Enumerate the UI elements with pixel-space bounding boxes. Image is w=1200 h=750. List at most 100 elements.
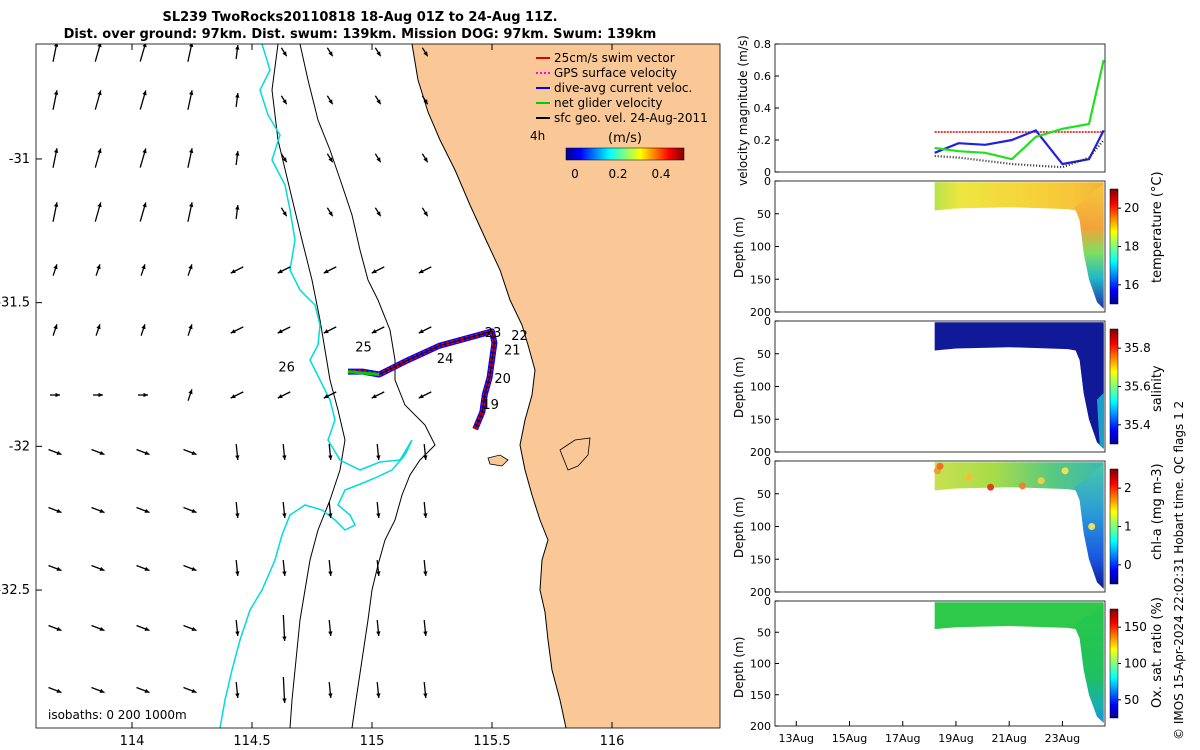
geo-vector [280, 207, 288, 217]
geo-vector [235, 150, 240, 166]
plot-title: SL239 TwoRocks20110818 18-Aug 01Z to 24-… [162, 10, 558, 25]
geo-vector-head [56, 688, 62, 693]
geo-vector [374, 47, 382, 57]
geo-vector-head [328, 631, 333, 636]
velocity-frame [774, 43, 1106, 173]
geo-vector-head [376, 455, 381, 460]
geo-vector-head [235, 631, 240, 636]
geo-vector [91, 506, 105, 514]
geo-vector-head [56, 450, 62, 455]
geo-vector-head [53, 90, 59, 96]
geo-vector-head [235, 45, 240, 50]
temperature-cblabel: temperature (°C) [1150, 171, 1165, 283]
geo-vector [187, 264, 193, 276]
geo-vector [423, 559, 428, 577]
geo-vector-head [191, 566, 197, 571]
geo-vector [326, 95, 334, 105]
geo-vector [423, 681, 428, 699]
geo-vector [91, 564, 105, 572]
map-xtick-label: 116 [600, 734, 625, 749]
geo-vector-head [99, 626, 105, 631]
geo-vector [421, 47, 429, 57]
geo-vector [230, 326, 244, 334]
geo-vector [418, 266, 432, 274]
oxygen-cblabel: Ox. sat. ratio (%) [1150, 597, 1165, 708]
geo-vector-head [328, 571, 333, 576]
geo-vector [280, 47, 288, 57]
geo-vector-head [188, 264, 193, 270]
geo-vector-head [142, 202, 147, 208]
colorbar-tick-label: 0.2 [608, 167, 627, 181]
day-label: 25 [355, 341, 372, 356]
geo-vector-head [188, 389, 193, 395]
geo-vector [187, 90, 194, 110]
depth-ytick-label: 0 [764, 455, 771, 468]
day-label: 20 [494, 372, 511, 387]
geo-vector [323, 266, 337, 274]
geo-vector-head [423, 157, 428, 163]
geo-vector [48, 506, 62, 514]
geo-vector [94, 148, 102, 168]
geo-vector-head [235, 571, 240, 576]
geo-vector [423, 619, 428, 637]
geo-vector [418, 326, 432, 334]
isobaths-label: isobaths: 0 200 1000m [48, 708, 187, 722]
colorbar-tick-label: 0 [571, 167, 579, 181]
depth-ytick-label: 200 [750, 586, 771, 599]
oxygen-panel: 0 50 100 150 200 50 100 150 [750, 595, 1147, 733]
depth-ytick-label: 100 [750, 658, 771, 671]
chla-hotspot [965, 473, 973, 481]
velocity-ylabel: velocity magnitude (m/s) [736, 35, 750, 186]
temperature-section [934, 182, 1104, 309]
geo-vector-head [188, 324, 193, 330]
geo-vector [95, 324, 101, 336]
geo-vector-head [144, 688, 150, 693]
geo-vector-head [423, 693, 428, 698]
day-label: 24 [437, 352, 454, 367]
velocity-panel: 0 0.2 0.4 0.6 0.8 [754, 38, 1106, 179]
geo-vector-head [98, 392, 103, 398]
geo-vector [235, 92, 240, 108]
geo-vector-head [282, 698, 287, 703]
geo-vector-head [418, 394, 424, 399]
geo-vector [52, 44, 59, 62]
geo-vector [52, 202, 59, 222]
geo-vector [371, 266, 385, 274]
oxygen-deep-column [1074, 604, 1104, 723]
map-frame [35, 43, 721, 729]
depth-ytick-label: 0 [764, 595, 771, 608]
peninsula [559, 437, 591, 471]
geo-vector-head [230, 394, 236, 399]
geo-vector [230, 266, 244, 274]
geo-vector [52, 324, 58, 336]
geo-vector-head [376, 631, 381, 636]
geo-vector-head [376, 157, 381, 163]
geo-vector-head [144, 450, 150, 455]
geo-vector-head [53, 264, 58, 270]
geo-vector [136, 506, 150, 514]
chla-frame [774, 460, 1106, 593]
chla-hotspot [987, 483, 995, 491]
geo-vector [235, 501, 240, 519]
geo-vector-head [189, 148, 194, 154]
depth-ytick-label: 50 [757, 488, 771, 501]
glider-track [347, 328, 498, 431]
colorbar-title: (m/s) [608, 131, 642, 146]
geo-vector [235, 44, 240, 60]
geo-vector-head [418, 329, 424, 334]
oxygen-colorbar [1109, 608, 1119, 719]
depth-ytick-label: 150 [750, 689, 771, 702]
legend-label: sfc geo. vel. 24-Aug-2011 [554, 111, 708, 125]
geo-vector-head [282, 455, 287, 460]
geo-vector-head [53, 148, 59, 154]
geo-vector-head [141, 264, 146, 270]
geo-vector [328, 619, 333, 637]
geo-vector [187, 202, 194, 222]
map-ytick-label: -31 [9, 152, 30, 167]
geo-vector-head [142, 90, 147, 96]
geo-vector-head [423, 211, 428, 217]
chla-depth-label: Depth (m) [732, 496, 746, 558]
geo-vector-head [99, 450, 105, 455]
geo-vector [136, 448, 150, 456]
